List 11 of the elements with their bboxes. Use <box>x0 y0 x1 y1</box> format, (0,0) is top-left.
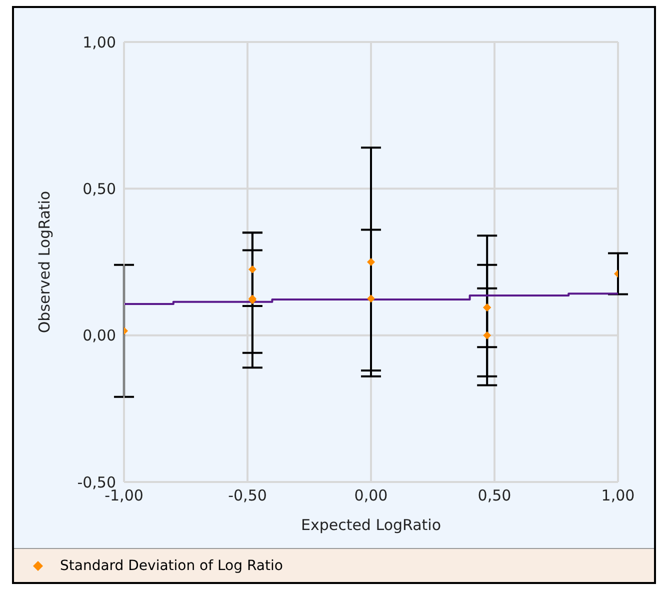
x-tick-label: 0,50 <box>478 486 512 505</box>
y-tick-label: 0,50 <box>82 180 116 198</box>
x-tick-label: 1,00 <box>601 486 635 505</box>
legend-label: Standard Deviation of Log Ratio <box>59 558 283 574</box>
x-tick-label: -0,50 <box>228 486 267 505</box>
x-axis-title: Expected LogRatio <box>300 516 442 534</box>
x-tick-label: -1,00 <box>104 486 144 505</box>
y-tick-label: 0,00 <box>82 326 116 345</box>
y-tick-label: 1,00 <box>82 33 116 52</box>
x-tick-label: 0,00 <box>354 486 388 505</box>
y-axis-title: Observed LogRatio <box>35 190 54 334</box>
